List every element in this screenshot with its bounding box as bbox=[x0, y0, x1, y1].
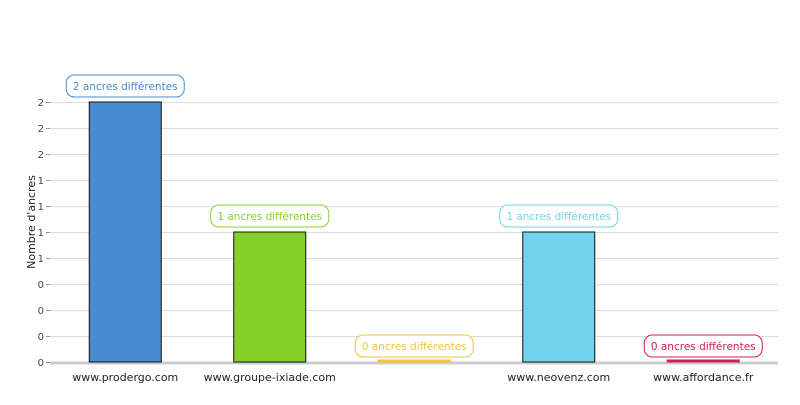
bars bbox=[88, 101, 740, 363]
y-tick-label: 2 bbox=[38, 98, 44, 109]
y-tick-label: 1 bbox=[38, 254, 44, 265]
bar[interactable] bbox=[522, 231, 596, 363]
y-tick-label: 0 bbox=[38, 332, 44, 343]
data-label: 0 ancres différentes bbox=[362, 341, 467, 353]
y-axis-title: Nombre d'ancres bbox=[25, 175, 38, 269]
bar[interactable] bbox=[666, 359, 740, 363]
data-label: 1 ancres différentes bbox=[217, 211, 322, 223]
bar[interactable] bbox=[377, 359, 451, 363]
data-label-box bbox=[643, 334, 763, 358]
y-tick-label: 2 bbox=[38, 150, 44, 161]
grid-lines bbox=[50, 102, 778, 363]
data-label-box bbox=[210, 204, 330, 228]
data-label: 1 ancres différentes bbox=[506, 211, 611, 223]
x-tick-label: www.prodergo.com bbox=[72, 371, 178, 384]
x-axis-labels: www.prodergo.com www.groupe-ixiade.com www… bbox=[72, 371, 754, 384]
y-tick-label: 0 bbox=[38, 280, 44, 291]
y-tick-label: 1 bbox=[38, 228, 44, 239]
y-tick-label: 1 bbox=[38, 176, 44, 187]
y-tick-label: 0 bbox=[38, 358, 44, 369]
data-label: 2 ancres différentes bbox=[73, 81, 178, 93]
y-tick-label: 0 bbox=[38, 306, 44, 317]
x-tick-label: www.groupe-ixiade.com bbox=[204, 371, 336, 384]
x-tick-label: www.affordance.fr bbox=[653, 371, 754, 384]
data-label-box bbox=[499, 204, 619, 228]
bar[interactable] bbox=[88, 101, 162, 363]
y-axis: 0 0 0 0 1 1 1 1 2 2 2 bbox=[38, 98, 778, 369]
data-label-box bbox=[65, 74, 185, 98]
data-label-box bbox=[354, 334, 474, 358]
bar[interactable] bbox=[233, 231, 307, 363]
data-label: 0 ancres différentes bbox=[651, 341, 756, 353]
y-tick-label: 2 bbox=[38, 124, 44, 135]
data-labels: 2 ancres différentes 1 ancres différentes… bbox=[65, 74, 763, 358]
x-tick-label: www.neovenz.com bbox=[507, 371, 610, 384]
y-tick-label: 1 bbox=[38, 202, 44, 213]
